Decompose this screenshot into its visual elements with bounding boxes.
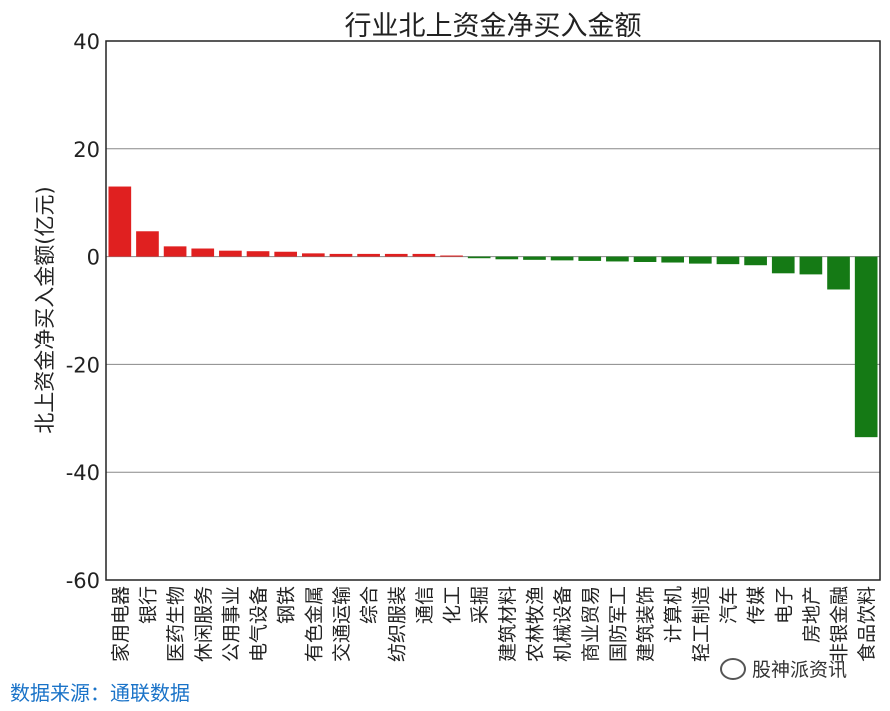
bar-12 [440,255,463,257]
bar-27 [854,256,878,438]
x-tick-label: 商业贸易 [580,586,602,662]
x-tick-label: 医药生物 [165,586,187,662]
bars [108,186,878,438]
bar-24 [771,256,795,274]
bar-5 [246,251,270,257]
bar-4 [219,250,242,257]
chart-title: 行业北上资金净买入金额 [344,11,642,42]
x-tick-label: 建筑装饰 [635,586,657,662]
bar-1 [136,231,159,257]
bar-6 [274,251,298,257]
bar-15 [523,256,546,260]
watermark-text: 股神派资讯 [752,659,848,681]
x-tick-label: 计算机 [663,586,685,643]
bar-21 [688,256,712,264]
y-tick-label: 20 [73,138,100,162]
watermark: 股神派资讯 [720,655,847,682]
bar-25 [799,256,823,275]
x-tick-label: 机械设备 [552,586,574,662]
x-tick-label: 建筑材料 [497,586,519,662]
wechat-icon [720,657,746,680]
x-tick-label: 银行 [137,586,159,624]
x-tick-label: 钢铁 [276,586,298,624]
bar-14 [495,256,519,260]
x-tick-label: 综合 [359,586,381,624]
x-tick-label: 传媒 [746,586,768,624]
x-tick-label: 化工 [442,586,464,624]
y-tick-label: -20 [66,353,100,377]
x-tick-label: 电气设备 [248,586,270,662]
x-tick-label: 轻工制造 [690,586,712,662]
bar-20 [661,256,685,263]
x-tick-label: 通信 [414,586,436,624]
bar-0 [108,186,132,257]
bar-7 [301,253,325,257]
bar-16 [550,256,574,261]
x-tick-label: 休闲服务 [193,586,215,662]
x-tick-label: 农林牧渔 [524,586,546,662]
bar-2 [163,246,187,257]
bar-22 [716,256,740,265]
bar-9 [357,253,380,257]
bar-11 [412,253,436,257]
x-tick-label: 交通运输 [331,586,353,662]
bar-3 [191,248,215,257]
bar-13 [467,256,491,259]
plot-frame [105,40,881,581]
x-tick-label: 房地产 [801,586,823,643]
x-tick-label: 食品饮料 [856,586,878,662]
y-axis-label: 北上资金净买入金额(亿元) [33,186,57,433]
bar-18 [606,256,629,262]
bar-23 [744,256,767,266]
bar-17 [578,256,602,261]
x-tick-label: 国防军工 [607,586,629,662]
grid-lines [106,148,880,473]
y-tick-label: -40 [66,461,100,485]
y-tick-label: 0 [87,246,100,270]
y-tick-label: -60 [66,569,100,593]
x-tick-label: 家用电器 [110,586,132,662]
x-tick-label: 有色金属 [303,586,325,662]
bar-26 [827,256,850,290]
x-tick-label: 采掘 [469,586,491,624]
bar-10 [384,253,408,257]
x-tick-label: 非银金融 [829,586,851,662]
y-tick-labels: 40 20 0 -20 -40 -60 [66,30,100,593]
bar-8 [329,253,353,257]
y-tick-label: 40 [73,30,100,54]
x-tick-label: 纺织服装 [386,586,408,662]
x-tick-label: 汽车 [718,586,740,624]
data-source-label: 数据来源：通联数据 [10,681,190,705]
x-tick-label: 电子 [773,586,795,624]
x-tick-label: 公用事业 [220,586,242,662]
bar-19 [633,256,657,262]
x-tick-labels: 家用电器 银行 医药生物 休闲服务 公用事业 电气设备 钢铁 有色金属 交通运输 综合 纺织服装 通信… [110,586,878,662]
